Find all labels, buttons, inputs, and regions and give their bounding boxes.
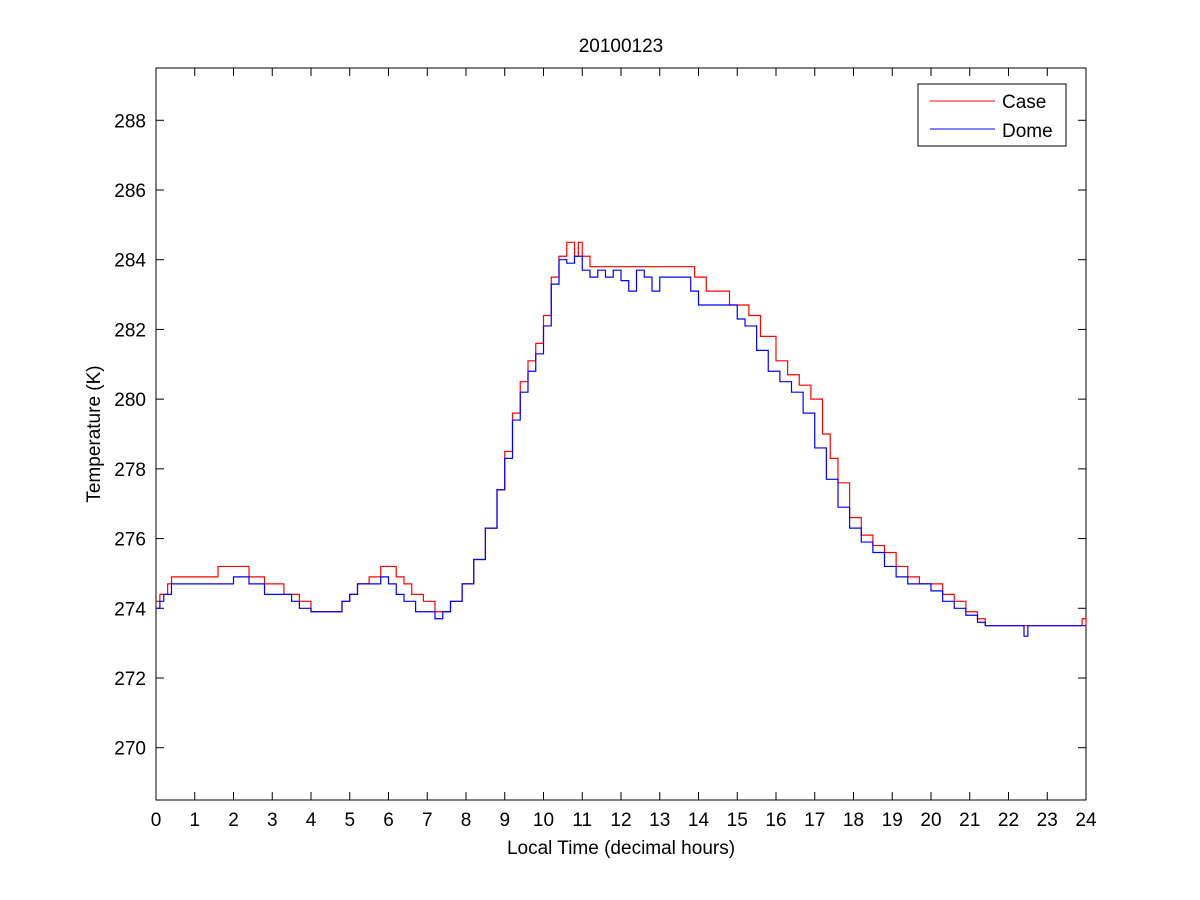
x-axis-label: Local Time (decimal hours) [507,838,735,859]
y-tick-label: 274 [114,599,146,620]
x-tick-label: 6 [383,810,394,831]
x-tick-label: 1 [189,810,200,831]
x-tick-label: 4 [306,810,317,831]
y-tick-label: 284 [114,251,146,272]
series-lines [156,241,1087,637]
x-tick-label: 13 [649,810,670,831]
plot-area [155,67,1087,801]
x-tick-label: 16 [765,810,786,831]
x-tick-label: 12 [610,810,631,831]
x-tick-label: 23 [1037,810,1058,831]
x-tick-label: 11 [572,810,592,831]
y-tick-label: 280 [114,390,146,411]
x-tick-label: 5 [344,810,355,831]
y-axis-label: Temperature (K) [84,365,105,502]
y-tick-label: 270 [114,739,146,760]
y-tick-label: 286 [114,181,146,202]
x-tick-label: 20 [920,810,941,831]
x-tick-label: 2 [228,810,239,831]
x-tick-label: 9 [499,810,510,831]
y-tick-label: 288 [114,111,146,132]
x-tick-label: 7 [422,810,433,831]
x-tick-label: 19 [882,810,903,831]
x-tick-label: 17 [804,810,825,831]
y-tick-label: 272 [114,669,146,690]
x-tick-label: 22 [998,810,1019,831]
legend-label-dome: Dome [1002,121,1053,142]
y-tick-label: 278 [114,460,146,481]
x-tick-label: 15 [727,810,748,831]
y-tick-label: 276 [114,530,146,551]
x-tick-label: 3 [267,810,278,831]
x-tick-label: 18 [843,810,864,831]
x-tick-label: 8 [461,810,472,831]
x-tick-label: 21 [959,810,980,831]
x-tick-label: 24 [1075,810,1097,831]
legend: Case Dome [917,83,1067,147]
legend-box [917,83,1067,147]
axis-ticks: 0 1 2 3 4 5 6 7 8 9 10 11 12 13 14 15 16 17 18 19 20 21 22 23 24… [114,68,1097,831]
x-tick-label: 0 [151,810,162,831]
x-tick-label: 14 [688,810,710,831]
y-tick-label: 282 [114,320,146,341]
legend-label-case: Case [1002,92,1046,113]
chart-title: 20100123 [579,36,664,57]
x-tick-label: 10 [533,810,554,831]
series-line-dome [156,255,1086,637]
